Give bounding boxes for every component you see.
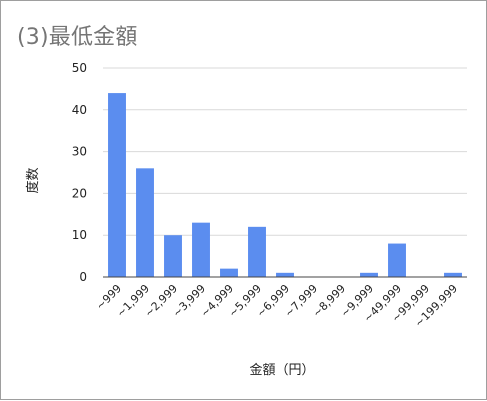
bar bbox=[248, 226, 266, 277]
y-tick-label: 10 bbox=[72, 228, 87, 242]
bar bbox=[276, 272, 294, 277]
chart-title: (3)最低金額 bbox=[17, 25, 138, 50]
y-tick-label: 40 bbox=[72, 103, 87, 117]
bar bbox=[192, 222, 210, 277]
gridlines bbox=[103, 67, 467, 236]
bars bbox=[108, 93, 462, 277]
bar bbox=[444, 272, 462, 277]
x-axis-label: 金額（円） bbox=[249, 362, 314, 378]
y-axis-label: 度数 bbox=[25, 167, 41, 193]
y-tick-label: 0 bbox=[79, 270, 87, 284]
bar bbox=[164, 235, 182, 277]
bar bbox=[136, 168, 154, 277]
bar bbox=[388, 243, 406, 277]
y-tick-label: 20 bbox=[72, 186, 87, 200]
y-tick-labels: 0 10 20 30 40 50 bbox=[72, 61, 87, 284]
bar bbox=[220, 268, 238, 277]
y-tick-label: 30 bbox=[72, 145, 87, 159]
bar bbox=[108, 93, 126, 277]
x-tick-labels: ~999~1,999~2,999~3,999~4,999~5,999~6,999… bbox=[94, 282, 461, 330]
bar bbox=[360, 272, 378, 277]
y-tick-label: 50 bbox=[72, 61, 87, 75]
